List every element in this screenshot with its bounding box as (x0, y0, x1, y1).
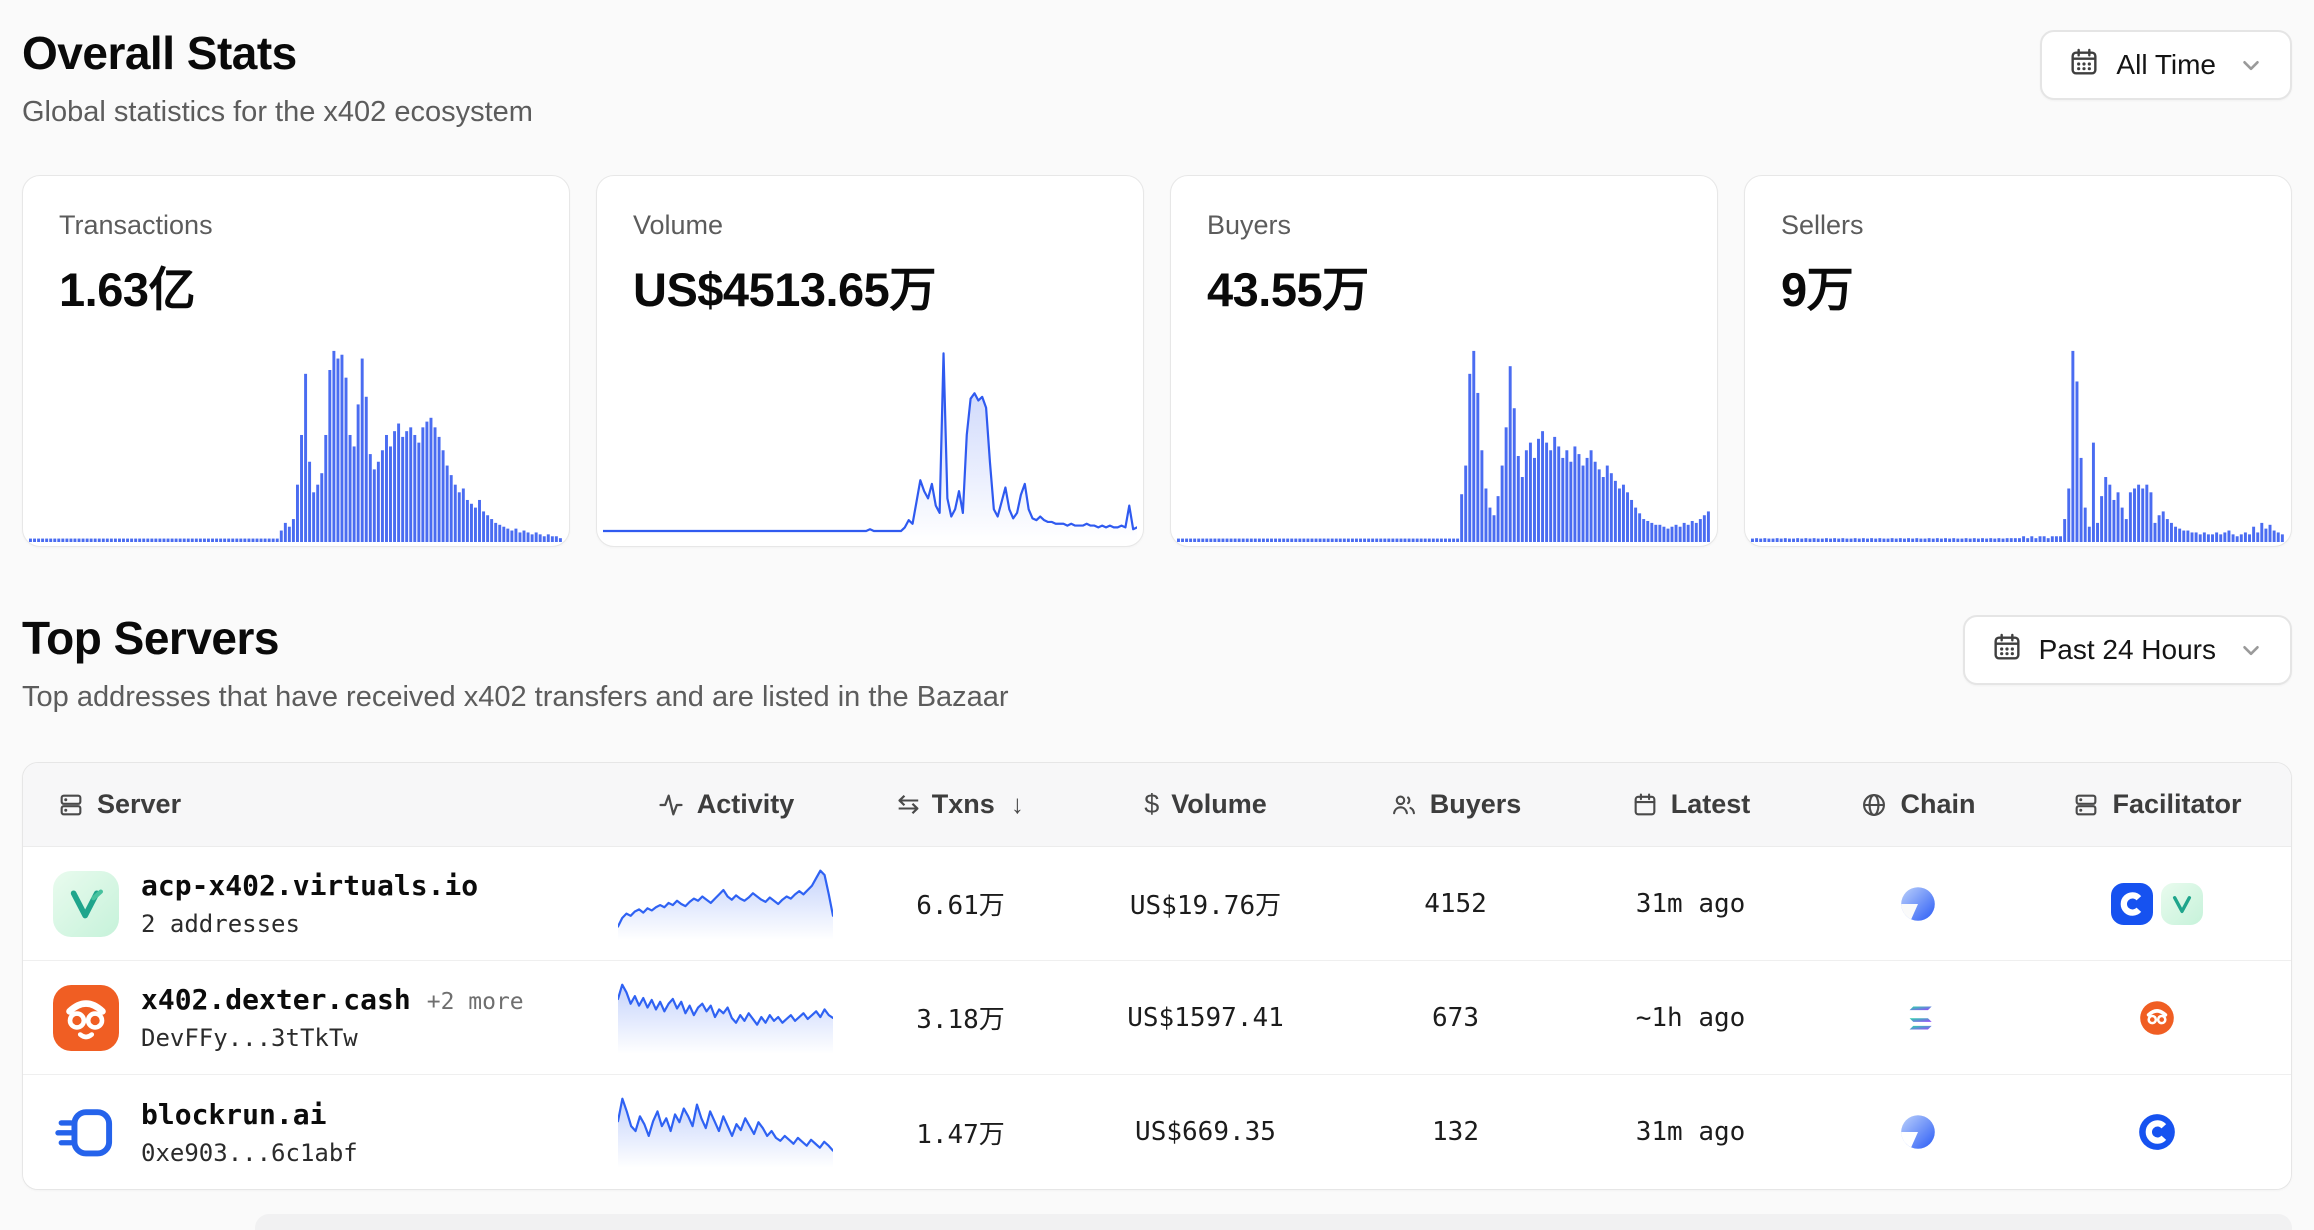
range-label: All Time (2116, 49, 2216, 80)
stat-card-volume: Volume US$4513.65万 (596, 175, 1144, 547)
table-row-acp-x402-virtuals-io[interactable]: acp-x402.virtuals.io 2 addresses 6.61万 U… (23, 847, 2291, 961)
column-header-facilitator[interactable]: Facilitator (2023, 789, 2291, 820)
buyers-sparkline-chart (1177, 346, 1711, 542)
dexter-facilitator-icon (2136, 997, 2178, 1039)
all-time-range-dropdown[interactable]: All Time (2040, 30, 2292, 100)
column-header-latest[interactable]: Latest (1568, 789, 1813, 820)
stat-label: Sellers (1781, 210, 1864, 240)
activity-sparkline (618, 982, 833, 1054)
server-address: 0xe903...6c1abf (141, 1138, 358, 1167)
column-header-txns[interactable]: ⇆ Txns ↓ (897, 789, 1024, 819)
globe-icon (1863, 793, 1886, 816)
stat-label: Volume (633, 210, 724, 240)
dollar-icon: $ (1144, 789, 1160, 819)
stat-label: Transactions (59, 210, 213, 240)
buyers-value: 4152 (1424, 888, 1487, 919)
column-header-volume[interactable]: $ Volume (1144, 789, 1267, 819)
top-servers-table: Server Activity ⇆ Txns ↓ $ Volume Buyers (22, 762, 2292, 1190)
txns-value: 6.61万 (916, 891, 1005, 921)
column-header-server[interactable]: Server (23, 789, 598, 820)
blockrun-avatar (53, 1099, 119, 1165)
volume-value: US$669.35 (1135, 1117, 1276, 1147)
stat-value: 9万 (1781, 263, 1854, 316)
section-subtitle: Top addresses that have received x402 tr… (22, 681, 1009, 713)
buyers-value: 673 (1432, 1002, 1479, 1033)
stat-card-transactions: Transactions 1.63亿 (22, 175, 570, 547)
column-header-buyers[interactable]: Buyers (1343, 789, 1568, 820)
txns-value: 1.47万 (916, 1119, 1005, 1150)
server-name: x402.dexter.cash (141, 983, 411, 1016)
latest-value: 31m ago (1635, 888, 1746, 919)
past-24-hours-range-dropdown[interactable]: Past 24 Hours (1962, 615, 2292, 685)
calendar-icon (1991, 631, 2023, 670)
page-subtitle: Global statistics for the x402 ecosystem (22, 96, 533, 128)
server-addresses: 2 addresses (141, 910, 300, 938)
server-icon (2076, 794, 2097, 815)
server-name: blockrun.ai (141, 1097, 327, 1131)
stat-card-buyers: Buyers 43.55万 (1170, 175, 1718, 547)
range-label: Past 24 Hours (2038, 634, 2216, 665)
latest-value: ~1h ago (1635, 1002, 1746, 1033)
stat-label: Buyers (1207, 210, 1292, 240)
activity-sparkline (618, 1096, 833, 1168)
virtuals-facilitator-icon (2161, 882, 2203, 925)
stat-value: 1.63亿 (59, 263, 195, 316)
solana-chain-icon (1897, 997, 1939, 1039)
chevron-down-icon (2238, 52, 2264, 78)
buyers-value: 132 (1432, 1117, 1479, 1147)
activity-icon (659, 794, 683, 815)
base-chain-icon (1897, 1111, 1939, 1153)
chevron-down-icon (2238, 637, 2264, 663)
transactions-sparkline-chart (29, 346, 563, 542)
top-servers-header: Top Servers Top addresses that have rece… (22, 611, 2292, 714)
volume-value: US$19.76万 (1129, 891, 1282, 921)
stat-value: US$4513.65万 (633, 263, 936, 316)
server-address: DevFFy...3tTkTw (141, 1024, 358, 1052)
server-icon (60, 794, 82, 815)
activity-sparkline (618, 868, 833, 940)
server-name: acp-x402.virtuals.io (141, 869, 479, 902)
stat-value: 43.55万 (1207, 263, 1369, 316)
stat-card-sellers: Sellers 9万 (1744, 175, 2292, 547)
virtuals-avatar (53, 870, 119, 937)
partially-visible-bottom-panel (255, 1214, 2292, 1230)
users-icon (1392, 795, 1415, 814)
table-header-row: Server Activity ⇆ Txns ↓ $ Volume Buyers (23, 763, 2291, 847)
table-row-x402-dexter-cash[interactable]: x402.dexter.cash +2 more DevFFy...3tTkTw… (23, 961, 2291, 1075)
stats-cards: Transactions 1.63亿 Volume US$4513.65万 Bu… (22, 175, 2292, 547)
overall-stats-header: Overall Stats Global statistics for the … (22, 0, 2292, 129)
section-title: Top Servers (22, 612, 279, 664)
calendar-icon (2068, 46, 2100, 85)
table-row-blockrun-ai[interactable]: blockrun.ai 0xe903...6c1abf 1.47万 US$669… (23, 1075, 2291, 1189)
volume-sparkline-chart (603, 346, 1137, 542)
swap-arrows-icon: ⇆ (897, 789, 920, 819)
volume-value: US$1597.41 (1127, 1002, 1284, 1033)
column-header-activity[interactable]: Activity (598, 789, 853, 820)
more-badge: +2 more (426, 989, 524, 1015)
calendar-icon (1634, 792, 1656, 815)
page-title: Overall Stats (22, 27, 297, 79)
sort-desc-icon: ↓ (1010, 789, 1024, 819)
dexter-avatar (53, 984, 119, 1051)
coinbase-facilitator-icon (2111, 882, 2153, 925)
coinbase-facilitator-icon (2136, 1111, 2178, 1153)
sellers-sparkline-chart (1751, 346, 2285, 542)
base-chain-icon (1897, 883, 1939, 925)
txns-value: 3.18万 (916, 1005, 1005, 1035)
latest-value: 31m ago (1635, 1117, 1746, 1147)
column-header-chain[interactable]: Chain (1813, 789, 2023, 820)
